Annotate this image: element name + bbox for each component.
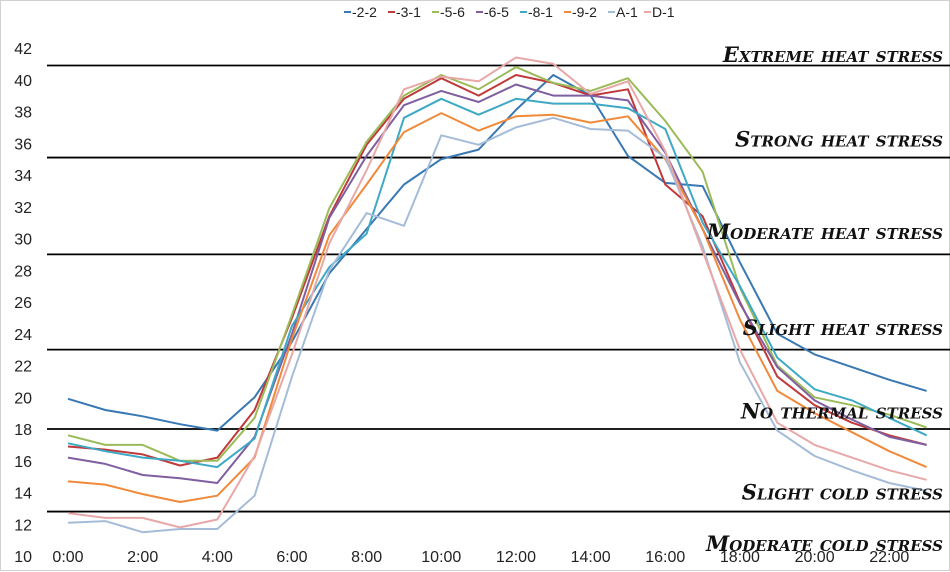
x-tick-label: 0:00 bbox=[52, 549, 83, 566]
x-tick-label: 4:00 bbox=[202, 549, 233, 566]
series-line-22 bbox=[67, 74, 927, 432]
series-line-D1 bbox=[67, 56, 927, 529]
y-tick-label: 20 bbox=[14, 390, 32, 407]
x-tick-label: 18:00 bbox=[720, 549, 760, 566]
x-tick-label: 22:00 bbox=[869, 549, 909, 566]
stress-zone-label: Slight heat stress bbox=[743, 315, 943, 340]
x-tick-label: 20:00 bbox=[795, 549, 835, 566]
x-tick-label: 12:00 bbox=[496, 549, 536, 566]
x-tick-label: 10:00 bbox=[421, 549, 461, 566]
y-tick-label: 12 bbox=[14, 517, 32, 534]
x-tick-label: 2:00 bbox=[127, 549, 158, 566]
legend-label: A-1 bbox=[616, 4, 638, 20]
y-tick-label: 38 bbox=[14, 105, 32, 122]
y-tick-label: 28 bbox=[14, 263, 32, 280]
series-line-56 bbox=[67, 66, 927, 462]
y-tick-label: 26 bbox=[14, 295, 32, 312]
series-line-65 bbox=[67, 83, 927, 484]
legend-label: D-1 bbox=[652, 4, 675, 20]
y-tick-label: 10 bbox=[14, 549, 32, 566]
x-tick-label: 14:00 bbox=[571, 549, 611, 566]
y-tick-label: 24 bbox=[14, 327, 32, 344]
series-line-A1 bbox=[67, 116, 927, 534]
legend-label: -6-5 bbox=[484, 4, 509, 20]
y-tick-label: 40 bbox=[14, 73, 32, 90]
x-tick-label: 6:00 bbox=[276, 549, 307, 566]
stress-zone-label: Extreme heat stress bbox=[722, 42, 943, 67]
y-tick-label: 36 bbox=[14, 136, 32, 153]
y-tick-label: 14 bbox=[14, 486, 32, 503]
series-line-31 bbox=[67, 74, 927, 467]
x-tick-label: 16:00 bbox=[645, 549, 685, 566]
stress-zone-label: Strong heat stress bbox=[735, 126, 943, 151]
stress-zone-label: Moderate cold stress bbox=[705, 531, 943, 556]
y-tick-label: 30 bbox=[14, 232, 32, 249]
stress-zone-label: No thermal stress bbox=[740, 399, 943, 424]
series-line-81 bbox=[67, 97, 928, 469]
stress-zone-label: Slight cold stress bbox=[742, 480, 943, 505]
y-tick-label: 32 bbox=[14, 200, 32, 217]
stress-zone-label: Moderate heat stress bbox=[706, 219, 943, 244]
x-tick-label: 8:00 bbox=[351, 549, 382, 566]
legend-label: -8-1 bbox=[528, 4, 553, 20]
series-line-92 bbox=[67, 112, 927, 503]
legend-label: -5-6 bbox=[440, 4, 465, 20]
legend-label: -2-2 bbox=[352, 4, 377, 20]
y-tick-label: 34 bbox=[14, 168, 32, 185]
y-tick-label: 22 bbox=[14, 359, 32, 376]
y-tick-label: 16 bbox=[14, 454, 32, 471]
y-tick-label: 18 bbox=[14, 422, 32, 439]
legend-label: -9-2 bbox=[572, 4, 597, 20]
y-tick-label: 42 bbox=[14, 41, 32, 58]
legend-label: -3-1 bbox=[396, 4, 421, 20]
